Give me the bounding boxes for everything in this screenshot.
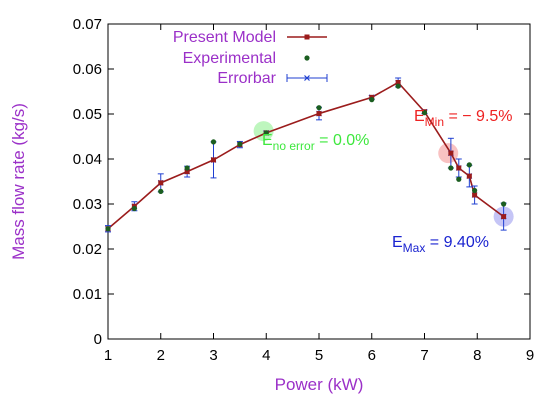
experimental-point bbox=[395, 83, 401, 89]
present-model-point bbox=[158, 180, 164, 186]
x-tick-label: 5 bbox=[315, 347, 323, 364]
experimental-point bbox=[456, 176, 462, 182]
experimental-point bbox=[369, 97, 375, 103]
y-tick-label: 0.06 bbox=[73, 61, 102, 78]
legend-item: Experimental bbox=[183, 50, 310, 67]
legend-label: Experimental bbox=[183, 50, 276, 67]
legend-label: Present Model bbox=[173, 29, 276, 46]
y-tick-label: 0.03 bbox=[73, 196, 102, 213]
present-model-line bbox=[107, 81, 505, 230]
experimental-point bbox=[466, 162, 472, 168]
y-tick-label: 0.05 bbox=[73, 106, 102, 123]
experimental-point bbox=[105, 226, 111, 232]
plot-frame bbox=[107, 23, 531, 340]
present-model-point bbox=[395, 80, 401, 85]
x-tick-label: 4 bbox=[262, 347, 270, 364]
x-tick-label: 3 bbox=[209, 347, 217, 364]
legend-item: Present Model bbox=[173, 29, 327, 46]
present-model-point bbox=[448, 150, 454, 156]
experimental-point bbox=[210, 139, 217, 145]
experimental-point bbox=[421, 110, 428, 116]
y-tick-label: 0.01 bbox=[73, 286, 102, 303]
present-model-point bbox=[501, 214, 507, 220]
present-model-point bbox=[456, 165, 462, 171]
annotation-label: EMax = 9.40% bbox=[392, 234, 489, 255]
experimental-point bbox=[158, 188, 164, 194]
annotation-layer: Eno error = 0.0% EMin = − 9.5% EMax = 9.40… bbox=[262, 108, 513, 255]
tick-layer: 1 2 3 4 5 6 7 8 9 0 0.01 0.02 0.03 0.04 0.05 0.06 0.07 bbox=[73, 16, 534, 364]
y-axis-title: Mass flow rate (kg/s) bbox=[9, 103, 28, 260]
x-tick-label: 9 bbox=[526, 347, 534, 364]
present-model-point bbox=[466, 173, 472, 179]
x-tick-label: 8 bbox=[473, 347, 481, 364]
experimental-point bbox=[131, 205, 137, 212]
annotation-label: Eno error = 0.0% bbox=[262, 132, 369, 153]
experimental-point bbox=[184, 165, 190, 171]
experimental-point bbox=[237, 141, 243, 147]
x-tick-label: 2 bbox=[157, 347, 165, 364]
legend-label: Errorbar bbox=[217, 70, 276, 87]
x-tick-label: 7 bbox=[420, 347, 428, 364]
x-tick-label: 1 bbox=[104, 347, 112, 364]
y-tick-label: 0.04 bbox=[73, 151, 102, 168]
experimental-point bbox=[448, 165, 454, 171]
y-tick-label: 0 bbox=[94, 331, 102, 348]
x-tick-label: 6 bbox=[368, 347, 376, 364]
annotation-halo-layer bbox=[253, 121, 514, 227]
present-model-point bbox=[184, 169, 190, 175]
legend-item: Errorbar bbox=[217, 70, 328, 87]
present-model-point bbox=[316, 111, 322, 117]
experimental-point bbox=[472, 187, 478, 194]
present-model-point bbox=[211, 157, 216, 163]
series-layer bbox=[105, 77, 507, 233]
experimental-point bbox=[263, 130, 269, 136]
experimental-point bbox=[316, 105, 322, 111]
experimental-point bbox=[501, 201, 507, 207]
annotation-label: EMin = − 9.5% bbox=[414, 108, 513, 129]
x-axis-title: Power (kW) bbox=[275, 375, 364, 394]
present-model-point bbox=[472, 192, 478, 198]
y-tick-label: 0.07 bbox=[73, 16, 102, 33]
y-tick-label: 0.02 bbox=[73, 241, 102, 258]
legend: Present Model Experimental Errorbar bbox=[173, 29, 328, 87]
